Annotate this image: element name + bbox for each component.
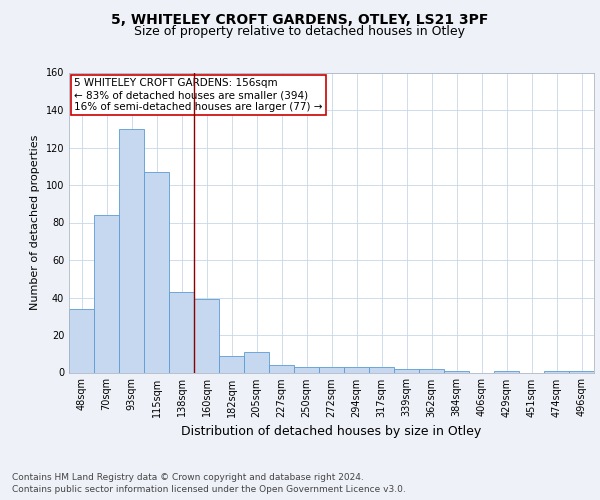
Y-axis label: Number of detached properties: Number of detached properties <box>30 135 40 310</box>
Bar <box>244 352 269 372</box>
X-axis label: Distribution of detached houses by size in Otley: Distribution of detached houses by size … <box>181 425 482 438</box>
Bar <box>319 367 344 372</box>
Bar <box>69 308 94 372</box>
Text: 5 WHITELEY CROFT GARDENS: 156sqm
← 83% of detached houses are smaller (394)
16% : 5 WHITELEY CROFT GARDENS: 156sqm ← 83% o… <box>74 78 323 112</box>
Bar <box>394 369 419 372</box>
Bar <box>494 370 519 372</box>
Text: Size of property relative to detached houses in Otley: Size of property relative to detached ho… <box>134 25 466 38</box>
Bar <box>544 370 569 372</box>
Bar <box>569 370 594 372</box>
Bar <box>369 367 394 372</box>
Bar <box>269 365 294 372</box>
Text: 5, WHITELEY CROFT GARDENS, OTLEY, LS21 3PF: 5, WHITELEY CROFT GARDENS, OTLEY, LS21 3… <box>112 12 488 26</box>
Text: Contains public sector information licensed under the Open Government Licence v3: Contains public sector information licen… <box>12 485 406 494</box>
Bar <box>444 370 469 372</box>
Bar <box>219 356 244 372</box>
Bar <box>119 128 144 372</box>
Bar <box>294 367 319 372</box>
Bar <box>344 367 369 372</box>
Bar <box>94 215 119 372</box>
Bar <box>169 292 194 372</box>
Bar <box>144 172 169 372</box>
Bar <box>419 369 444 372</box>
Text: Contains HM Land Registry data © Crown copyright and database right 2024.: Contains HM Land Registry data © Crown c… <box>12 472 364 482</box>
Bar <box>194 300 219 372</box>
